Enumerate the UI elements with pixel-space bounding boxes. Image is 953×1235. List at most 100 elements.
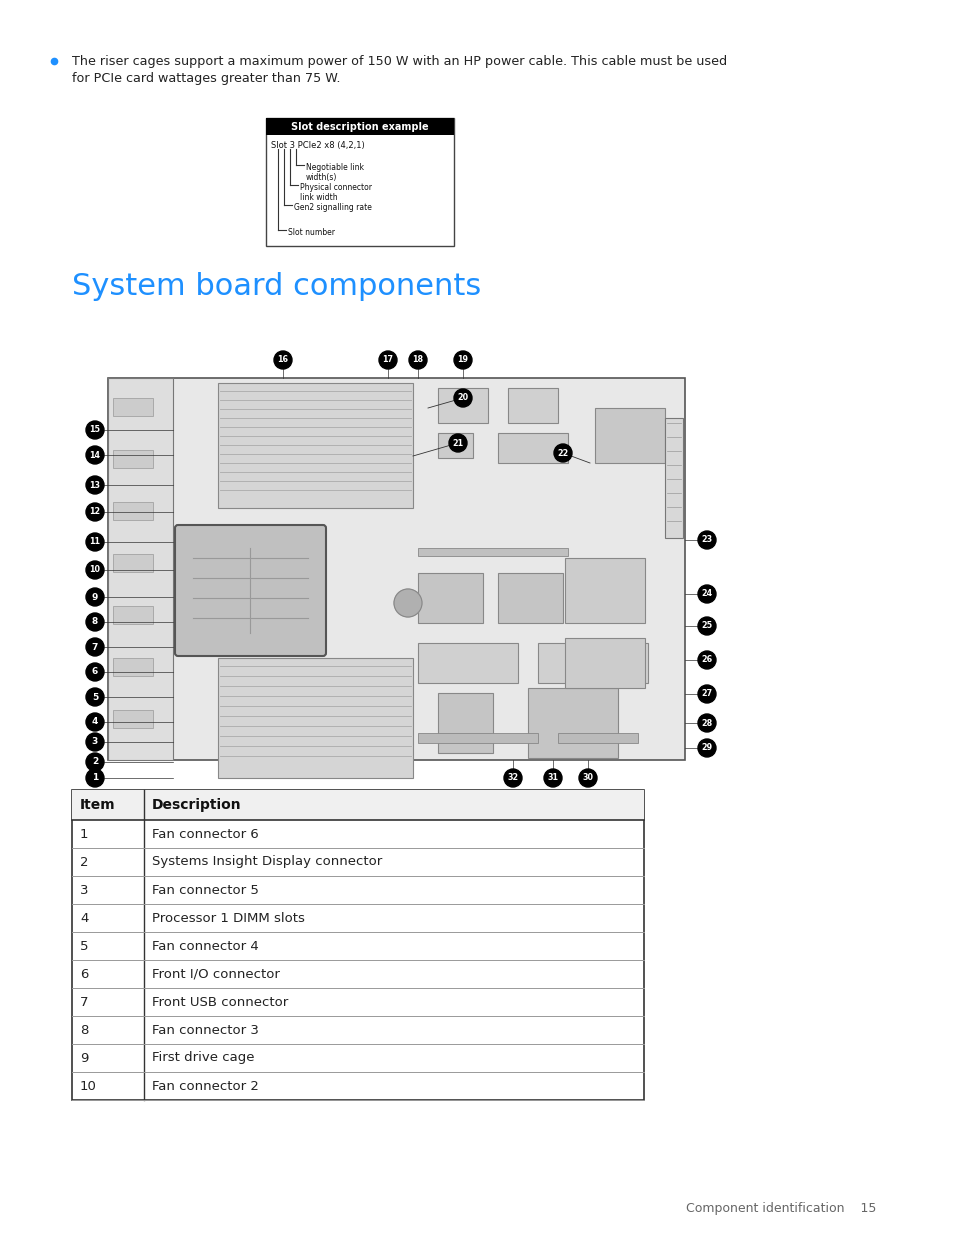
Text: 6: 6	[80, 967, 89, 981]
Bar	[112, 501, 152, 520]
Bar	[112, 710, 152, 727]
Text: Slot number: Slot number	[288, 228, 335, 237]
Text: 32: 32	[507, 773, 518, 783]
Text: 19: 19	[457, 356, 468, 364]
Text: Gen2 signalling rate: Gen2 signalling rate	[294, 203, 372, 212]
Bar	[664, 417, 682, 538]
Text: 4: 4	[91, 718, 98, 726]
Text: Description: Description	[152, 798, 241, 811]
Text: Processor 1 DIMM slots: Processor 1 DIMM slots	[152, 911, 305, 925]
Circle shape	[86, 613, 104, 631]
Circle shape	[449, 433, 467, 452]
Text: The riser cages support a maximum power of 150 W with an HP power cable. This ca: The riser cages support a maximum power …	[71, 56, 726, 68]
Bar	[417, 548, 567, 556]
Text: 16: 16	[277, 356, 288, 364]
Bar	[564, 638, 644, 688]
Circle shape	[86, 688, 104, 706]
Bar	[507, 388, 558, 424]
Text: Fan connector 4: Fan connector 4	[152, 940, 258, 952]
Text: 3: 3	[80, 883, 89, 897]
Bar	[218, 383, 413, 508]
Text: Fan connector 2: Fan connector 2	[152, 1079, 258, 1093]
Circle shape	[378, 351, 396, 369]
Bar	[108, 378, 684, 760]
Text: 7: 7	[91, 642, 98, 652]
Bar	[112, 398, 152, 416]
Text: 17: 17	[382, 356, 393, 364]
Circle shape	[86, 503, 104, 521]
Circle shape	[86, 663, 104, 680]
Circle shape	[503, 769, 521, 787]
Text: 6: 6	[91, 667, 98, 677]
Text: 2: 2	[80, 856, 89, 868]
Circle shape	[698, 618, 716, 635]
Text: System board components: System board components	[71, 272, 480, 301]
Text: 9: 9	[80, 1051, 89, 1065]
Bar	[497, 573, 562, 622]
Text: 3: 3	[91, 737, 98, 746]
Text: 20: 20	[456, 394, 468, 403]
Circle shape	[698, 651, 716, 669]
Bar	[108, 378, 172, 760]
Text: 8: 8	[80, 1024, 89, 1036]
Text: 10: 10	[90, 566, 100, 574]
Circle shape	[86, 446, 104, 464]
Text: 4: 4	[80, 911, 89, 925]
Bar	[417, 734, 537, 743]
Text: 2: 2	[91, 757, 98, 767]
Circle shape	[578, 769, 597, 787]
Circle shape	[698, 685, 716, 703]
Text: 12: 12	[90, 508, 100, 516]
Text: 26: 26	[700, 656, 712, 664]
Circle shape	[86, 734, 104, 751]
Bar	[558, 734, 638, 743]
Text: Physical connector
link width: Physical connector link width	[299, 183, 372, 203]
Circle shape	[698, 739, 716, 757]
Text: 10: 10	[80, 1079, 97, 1093]
Circle shape	[86, 475, 104, 494]
Bar	[437, 388, 488, 424]
Text: 13: 13	[90, 480, 100, 489]
Text: Negotiable link
width(s): Negotiable link width(s)	[306, 163, 364, 183]
Text: 5: 5	[80, 940, 89, 952]
Bar	[71, 790, 643, 820]
Text: 25: 25	[700, 621, 712, 631]
Circle shape	[543, 769, 561, 787]
Bar	[112, 658, 152, 676]
Bar	[266, 119, 454, 135]
Text: 31: 31	[547, 773, 558, 783]
Text: 1: 1	[91, 773, 98, 783]
Text: Item: Item	[80, 798, 115, 811]
Text: Slot description example: Slot description example	[291, 121, 428, 131]
Circle shape	[454, 389, 472, 408]
Text: 8: 8	[91, 618, 98, 626]
Text: Front USB connector: Front USB connector	[152, 995, 288, 1009]
Circle shape	[86, 713, 104, 731]
Circle shape	[454, 351, 472, 369]
Text: Component identification    15: Component identification 15	[685, 1202, 875, 1215]
Text: First drive cage: First drive cage	[152, 1051, 254, 1065]
Circle shape	[86, 421, 104, 438]
Circle shape	[86, 588, 104, 606]
Text: 18: 18	[412, 356, 423, 364]
Text: 27: 27	[700, 689, 712, 699]
Bar	[527, 688, 618, 758]
Bar	[112, 606, 152, 624]
Bar	[497, 433, 567, 463]
Circle shape	[554, 445, 572, 462]
Circle shape	[394, 589, 421, 618]
Text: 24: 24	[700, 589, 712, 599]
Bar	[218, 658, 413, 778]
Text: 11: 11	[90, 537, 100, 547]
Circle shape	[698, 585, 716, 603]
FancyBboxPatch shape	[174, 525, 326, 656]
Text: 14: 14	[90, 451, 100, 459]
Text: 23: 23	[700, 536, 712, 545]
Circle shape	[86, 753, 104, 771]
Circle shape	[86, 638, 104, 656]
Text: 22: 22	[557, 448, 568, 457]
Text: Slot 3 PCIe2 x8 (4,2,1): Slot 3 PCIe2 x8 (4,2,1)	[271, 141, 364, 149]
Bar	[112, 555, 152, 572]
Text: 1: 1	[80, 827, 89, 841]
Text: for PCIe card wattages greater than 75 W.: for PCIe card wattages greater than 75 W…	[71, 72, 340, 85]
